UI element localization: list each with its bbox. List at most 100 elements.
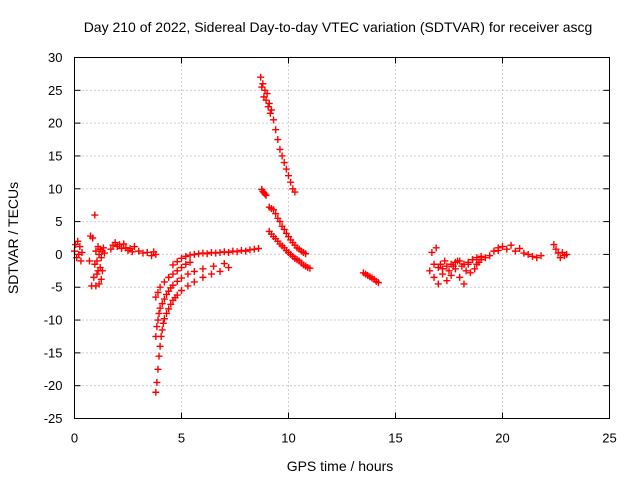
data-point <box>430 260 438 268</box>
data-point <box>165 273 173 281</box>
data-point <box>280 159 288 167</box>
data-point <box>460 280 468 288</box>
data-point <box>486 252 494 260</box>
data-point <box>374 279 382 287</box>
data-point <box>152 293 160 301</box>
data-point <box>262 96 270 104</box>
data-point <box>264 103 272 111</box>
data-point <box>178 287 185 295</box>
tick-labels: 0 5 10 15 20 25 -25 -20 -15 -10 -5 0 5 10 15 20 25 30 <box>44 50 617 446</box>
series-arc-n <box>265 227 314 272</box>
data-point <box>432 244 440 252</box>
x-axis-label: GPS time / hours <box>287 458 394 474</box>
data-point <box>258 83 266 91</box>
data-point <box>481 254 489 262</box>
data-point <box>469 256 477 264</box>
data-point <box>285 172 292 180</box>
data-point <box>120 240 128 248</box>
data-point <box>276 218 284 226</box>
data-point <box>466 269 474 277</box>
series-arc-m <box>265 203 310 258</box>
data-point <box>456 257 464 265</box>
data-point <box>165 305 173 313</box>
data-point <box>143 248 151 256</box>
data-point <box>503 245 511 253</box>
data-point <box>130 243 138 251</box>
data-point <box>282 165 290 173</box>
data-point <box>306 264 314 272</box>
data-point <box>178 254 185 262</box>
data-point <box>280 225 288 233</box>
data-point <box>74 237 82 245</box>
series-arc-i <box>152 258 194 301</box>
data-point <box>93 257 101 265</box>
data-point <box>447 260 455 268</box>
data-point <box>160 315 168 323</box>
series-arc-c <box>92 243 108 265</box>
data-point <box>242 247 250 255</box>
data-point <box>263 90 271 98</box>
data-point <box>556 254 564 262</box>
data-point <box>184 282 192 290</box>
data-point <box>186 258 194 266</box>
data-point <box>111 239 119 247</box>
x-tick-label: 20 <box>495 431 509 446</box>
data-point <box>533 254 541 262</box>
data-point <box>190 267 198 275</box>
data-point <box>287 178 295 186</box>
data-point <box>257 73 265 81</box>
data-point <box>255 245 263 253</box>
data-point <box>92 247 100 255</box>
series-arc-s <box>550 241 571 262</box>
plot-frame <box>74 57 610 419</box>
data-point <box>99 244 107 252</box>
y-tick-label: -15 <box>44 345 63 360</box>
data-point <box>428 248 436 256</box>
data-point <box>272 210 280 218</box>
data-point <box>182 260 190 268</box>
series-arc-r <box>494 241 545 262</box>
data-point <box>550 241 558 249</box>
data-point <box>160 295 168 303</box>
data-point <box>552 245 560 253</box>
data-point <box>107 245 115 253</box>
data-point <box>445 267 453 275</box>
data-point <box>85 257 93 265</box>
y-axis-label: SDTVAR / TECUs <box>5 182 21 294</box>
data-point <box>158 326 166 334</box>
data-point <box>97 275 105 283</box>
data-point <box>441 257 449 265</box>
data-point <box>178 264 185 272</box>
series-arc-h <box>152 260 228 340</box>
y-tick-label: 0 <box>55 247 62 262</box>
data-point <box>537 252 545 260</box>
data-point <box>443 262 451 270</box>
x-tick-label: 10 <box>281 431 295 446</box>
y-tick-label: 30 <box>48 50 62 65</box>
y-tick-label: -5 <box>51 280 63 295</box>
data-point <box>494 246 502 254</box>
data-point <box>272 126 280 134</box>
data-point <box>152 388 160 396</box>
data-point <box>199 273 207 281</box>
data-point <box>266 109 274 117</box>
data-point <box>152 332 160 340</box>
data-point <box>173 258 181 266</box>
data-point <box>154 316 162 324</box>
data-point <box>439 265 447 273</box>
data-point <box>278 152 286 160</box>
data-point <box>169 261 177 269</box>
data-point <box>203 250 211 258</box>
y-tick-label: -20 <box>44 378 63 393</box>
data-point <box>507 241 515 249</box>
data-point <box>153 323 161 331</box>
data-point <box>270 116 278 124</box>
series-arc-g <box>152 264 233 396</box>
series-arc-a <box>71 237 86 265</box>
data-point <box>178 274 185 282</box>
series-arc-f <box>135 247 160 260</box>
data-point <box>216 267 224 275</box>
data-point <box>265 99 273 107</box>
data-point <box>152 250 160 258</box>
